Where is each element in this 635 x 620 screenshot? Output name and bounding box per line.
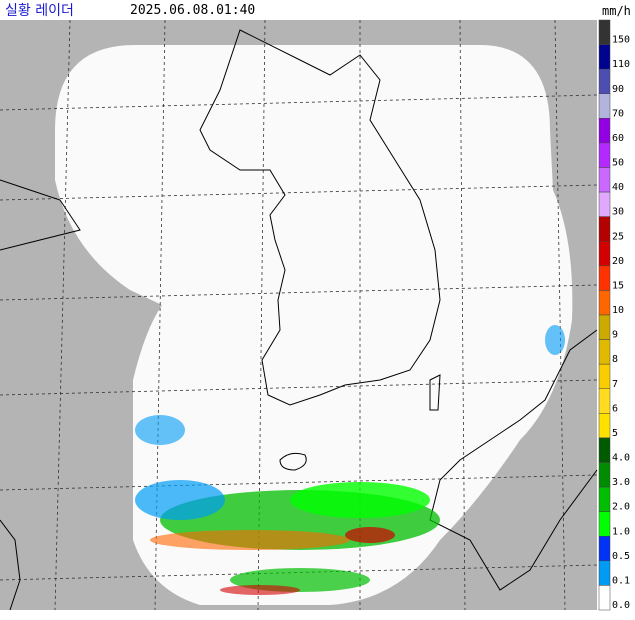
legend-swatch [598,68,611,94]
legend-label: 6 [612,403,618,414]
legend-swatch [598,290,611,316]
legend-label: 40 [612,182,624,193]
legend-swatch [598,216,611,242]
grid [0,19,598,611]
radar-coverage [55,45,573,605]
legend-swatch [598,511,611,537]
coastlines [0,29,598,611]
legend-swatch [598,486,611,512]
legend: 150 110 90 70 60 50 40 30 25 20 15 10 9 8 7 6 5 4.0 3.0 2.0… [598,19,630,611]
legend-label: 2.0 [612,502,630,513]
legend-label: 110 [612,59,630,70]
legend-label: 1.0 [612,526,630,537]
legend-swatch [598,560,611,586]
legend-label: 4.0 [612,453,630,464]
legend-label: 150 [612,35,630,46]
timestamp: 2025.06.08.01:40 [130,3,255,18]
legend-swatch [598,462,611,488]
legend-label: 0.0 [612,600,630,611]
legend-swatch [598,314,611,340]
legend-swatch [598,191,611,217]
title: 실황 레이더 [5,3,74,19]
legend-swatch [598,142,611,168]
legend-swatch [598,93,611,119]
legend-label: 8 [612,354,618,365]
legend-swatch [598,19,611,45]
legend-label: 50 [612,158,624,169]
legend-label: 5 [612,428,618,439]
legend-label: 3.0 [612,477,630,488]
legend-swatch [598,118,611,144]
legend-swatch [598,265,611,291]
legend-swatch [598,241,611,267]
legend-swatch [598,339,611,365]
legend-label: 25 [612,231,624,242]
header-bar [0,0,635,20]
legend-label: 10 [612,305,624,316]
legend-label: 9 [612,330,618,341]
map-area [0,19,598,611]
unit: mm/h [602,4,631,18]
legend-swatch [598,437,611,463]
legend-label: 7 [612,379,618,390]
legend-swatch [598,363,611,389]
legend-label: 30 [612,207,624,218]
legend-label: 70 [612,108,624,119]
legend-swatch [598,413,611,439]
legend-label: 60 [612,133,624,144]
legend-label: 20 [612,256,624,267]
legend-label: 15 [612,280,624,291]
legend-swatch [598,167,611,193]
legend-swatch [598,585,611,611]
legend-swatch [598,44,611,70]
legend-swatch [598,536,611,562]
precipitation [135,325,565,595]
legend-label: 0.5 [612,551,630,562]
legend-swatch [598,388,611,414]
legend-label: 0.1 [612,575,630,586]
legend-label: 90 [612,84,624,95]
